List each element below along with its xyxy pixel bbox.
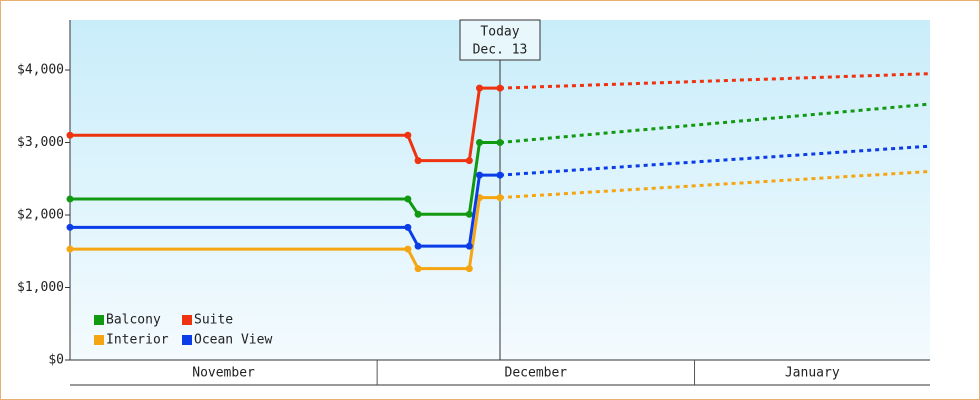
point (496, 171, 504, 179)
point (404, 131, 412, 139)
legend-swatch (182, 315, 192, 325)
y-tick-label: $3,000 (17, 135, 64, 150)
point (465, 265, 473, 273)
point (496, 194, 504, 202)
point (404, 245, 412, 253)
today-box (459, 19, 541, 61)
y-tick-label: $4,000 (17, 63, 64, 78)
month-label: November (192, 366, 255, 381)
point (476, 139, 484, 147)
point (66, 195, 74, 203)
legend-label: Balcony (106, 313, 161, 328)
point (465, 242, 473, 250)
point (66, 245, 74, 253)
point (496, 84, 504, 92)
point (66, 131, 74, 139)
y-tick-label: $0 (48, 353, 64, 368)
point (465, 157, 473, 165)
point (66, 223, 74, 231)
point (404, 223, 412, 231)
point (476, 84, 484, 92)
month-label: December (505, 366, 568, 381)
y-tick-label: $1,000 (17, 280, 64, 295)
legend-label: Ocean View (194, 333, 272, 348)
y-tick-label: $2,000 (17, 208, 64, 223)
legend-swatch (94, 315, 104, 325)
point (404, 195, 412, 203)
point (465, 210, 473, 218)
month-label: January (785, 366, 840, 381)
point (496, 139, 504, 147)
point (414, 210, 422, 218)
legend-swatch (94, 335, 104, 345)
point (414, 242, 422, 250)
today-label: Today (480, 25, 519, 40)
legend-swatch (182, 335, 192, 345)
point (414, 265, 422, 273)
today-label: Dec. 13 (473, 43, 528, 58)
legend-label: Suite (194, 313, 233, 328)
point (476, 171, 484, 179)
legend-label: Interior (106, 333, 169, 348)
point (414, 157, 422, 165)
